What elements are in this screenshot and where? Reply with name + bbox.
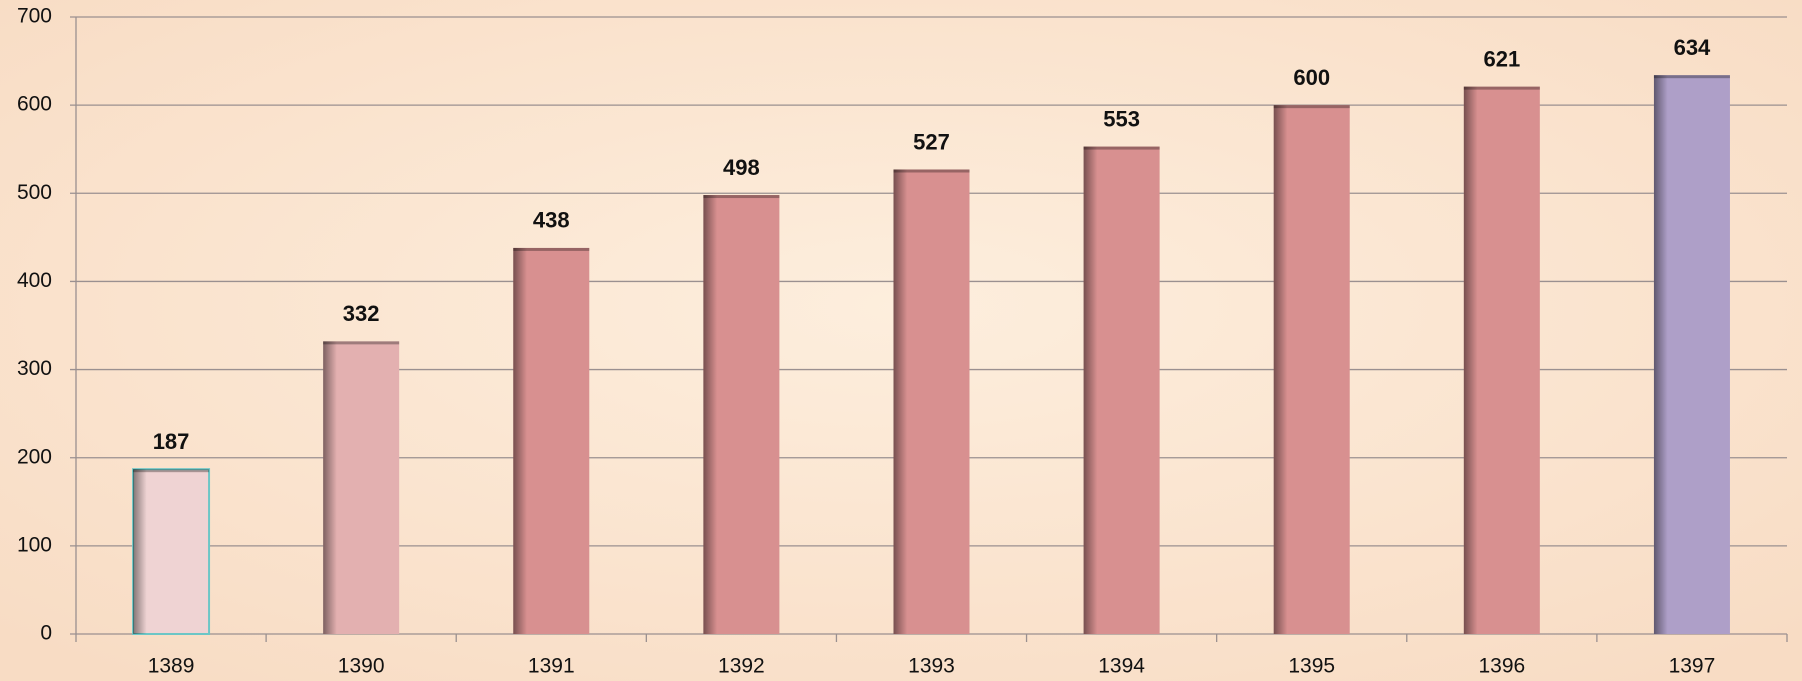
bar-shade bbox=[703, 195, 780, 634]
y-tick-label: 700 bbox=[17, 5, 52, 28]
value-label: 527 bbox=[913, 129, 950, 154]
bar-top bbox=[1083, 146, 1160, 150]
x-tick-label: 1395 bbox=[1288, 655, 1335, 678]
bar-top bbox=[133, 469, 210, 473]
value-label: 498 bbox=[723, 155, 760, 180]
bar-shade bbox=[323, 341, 400, 634]
bar-top bbox=[703, 195, 780, 199]
y-tick-label: 100 bbox=[17, 533, 52, 556]
y-tick-label: 300 bbox=[17, 357, 52, 380]
bar-top bbox=[1653, 75, 1730, 79]
bar-shade bbox=[513, 247, 590, 635]
x-tick-label: 1393 bbox=[908, 655, 955, 678]
value-label: 553 bbox=[1103, 106, 1140, 131]
x-tick-label: 1389 bbox=[148, 655, 195, 678]
value-label: 187 bbox=[153, 429, 190, 454]
x-tick-label: 1394 bbox=[1098, 655, 1145, 678]
y-tick-label: 500 bbox=[17, 181, 52, 204]
x-tick-label: 1391 bbox=[528, 655, 575, 678]
bar-shade bbox=[1653, 75, 1730, 634]
y-tick-label: 0 bbox=[40, 622, 52, 645]
y-tick-label: 200 bbox=[17, 445, 52, 468]
bar-top bbox=[323, 341, 400, 345]
bar-shade bbox=[1273, 105, 1350, 634]
x-tick-label: 1396 bbox=[1478, 655, 1525, 678]
value-label: 600 bbox=[1293, 65, 1330, 90]
x-tick-label: 1392 bbox=[718, 655, 765, 678]
bar-top bbox=[513, 247, 590, 251]
y-tick-label: 400 bbox=[17, 269, 52, 292]
bar-shade bbox=[1463, 86, 1540, 634]
bar-shade bbox=[133, 469, 210, 634]
x-tick-label: 1390 bbox=[338, 655, 385, 678]
value-label: 621 bbox=[1483, 46, 1520, 71]
bar-top bbox=[1463, 86, 1540, 90]
bar-top bbox=[893, 169, 970, 173]
y-tick-label: 600 bbox=[17, 93, 52, 116]
value-label: 634 bbox=[1674, 35, 1711, 60]
bar-shade bbox=[893, 169, 970, 635]
bar-top bbox=[1273, 105, 1350, 109]
value-label: 438 bbox=[533, 208, 570, 233]
bar-shade bbox=[1083, 146, 1160, 634]
x-tick-label: 1397 bbox=[1669, 655, 1716, 678]
value-label: 332 bbox=[343, 301, 380, 326]
